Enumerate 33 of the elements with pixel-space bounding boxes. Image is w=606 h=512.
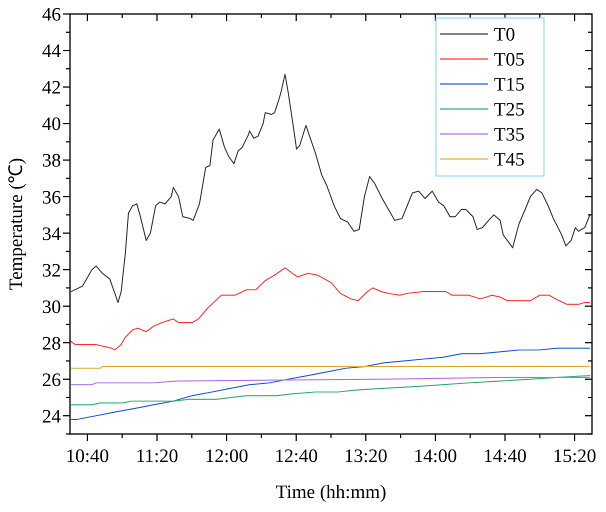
y-tick-label: 44 — [42, 41, 62, 62]
y-tick-label: 46 — [42, 4, 61, 26]
x-tick-label: 14:40 — [483, 446, 527, 467]
x-tick-label: 11:20 — [136, 446, 178, 467]
line-series — [70, 348, 590, 420]
line-series — [70, 74, 590, 304]
y-axis-title: Temperature (℃) — [6, 158, 27, 290]
y-tick-label: 42 — [42, 78, 61, 99]
legend-label: T25 — [494, 100, 525, 121]
y-tick-label: 28 — [42, 333, 61, 354]
legend-label: T15 — [494, 74, 525, 96]
x-axis-title: Time (hh:mm) — [276, 482, 386, 503]
y-tick-label: 34 — [42, 224, 62, 245]
line-series — [70, 376, 590, 386]
x-tick-label: 15:20 — [552, 446, 596, 467]
y-tick-label: 40 — [42, 114, 61, 136]
legend-label: T05 — [494, 50, 525, 71]
x-tick-label: 10:40 — [66, 446, 110, 467]
y-tick-label: 38 — [42, 150, 61, 172]
y-tick-label: 26 — [42, 370, 61, 391]
x-tick-label: 13:20 — [344, 446, 388, 467]
y-tick-label: 24 — [42, 406, 62, 428]
y-tick-label: 32 — [42, 260, 61, 282]
x-tick-label: 14:00 — [414, 446, 458, 467]
legend-label: T45 — [494, 150, 525, 171]
line-series — [70, 375, 590, 406]
x-tick-label: 12:40 — [274, 446, 318, 467]
y-tick-label: 36 — [42, 187, 61, 208]
legend-label: T35 — [494, 124, 525, 146]
y-tick-label: 30 — [42, 296, 61, 318]
line-series — [69, 267, 590, 351]
legend-label: T0 — [494, 24, 516, 46]
x-tick-label: 12:00 — [204, 446, 248, 467]
